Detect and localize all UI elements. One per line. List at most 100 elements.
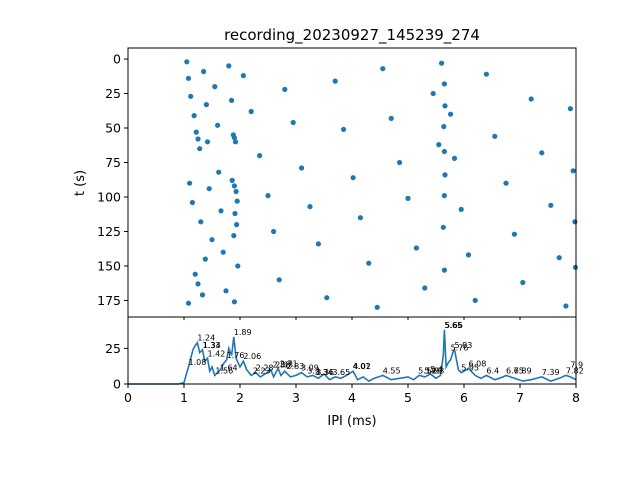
raster-y-tick-label: 150 — [97, 258, 121, 273]
raster-point — [556, 255, 562, 261]
peak-label: 3.09 — [301, 364, 319, 373]
raster-point — [299, 165, 305, 171]
peak-label: 4.01 — [353, 362, 371, 371]
raster-point — [234, 222, 240, 228]
histogram-y-tick-label: 0 — [113, 377, 121, 392]
peak-label: 1.64 — [220, 364, 238, 373]
raster-point — [567, 106, 574, 112]
raster-point — [441, 267, 447, 273]
raster-point — [441, 193, 447, 199]
raster-point — [233, 188, 239, 195]
peak-label: 5.29 — [424, 366, 442, 375]
raster-point — [188, 93, 194, 99]
raster-y-tick-label: 100 — [97, 189, 121, 204]
peak-label: 5.4 — [430, 365, 443, 374]
raster-point — [439, 60, 445, 66]
raster-point — [492, 133, 498, 139]
raster-point — [209, 237, 215, 243]
histogram-x-tick-label: 7 — [516, 390, 524, 405]
raster-point — [472, 297, 478, 303]
raster-point — [451, 155, 458, 161]
raster-point — [324, 295, 330, 301]
peak-label: 3.2 — [307, 366, 320, 375]
raster-point — [448, 111, 454, 117]
peak-label: 2.63 — [275, 361, 293, 370]
peak-label: 4.55 — [383, 366, 401, 375]
peak-label: 2.71 — [280, 359, 298, 368]
peak-label: 6.89 — [514, 366, 532, 375]
raster-y-tick-label: 75 — [105, 155, 121, 170]
peak-label: 2.06 — [243, 352, 261, 361]
peak-label: 6.08 — [469, 359, 487, 368]
raster-panel: 0 25 50 75 100 125 150 175 — [97, 47, 579, 320]
histogram-x-tick-label: 6 — [460, 390, 468, 405]
raster-point — [235, 263, 241, 269]
raster-point — [216, 169, 222, 175]
peak-label: 6.75 — [506, 366, 524, 375]
raster-point — [201, 68, 207, 75]
histogram-panel: 1.08 1.241.331.341.42 1.561.64 1.76 1.89 2.06… — [105, 316, 584, 405]
raster-point — [548, 202, 554, 208]
peak-label: 7.39 — [542, 368, 560, 377]
raster-point — [397, 159, 403, 166]
raster-point — [572, 264, 579, 270]
raster-point — [307, 204, 313, 210]
peak-label: 1.33 — [203, 341, 221, 350]
raster-point — [198, 219, 204, 225]
peak-label: 5.66 — [445, 321, 463, 330]
peak-label: 5.76 — [451, 344, 469, 353]
peak-label: 5.18 — [418, 366, 436, 375]
peak-label: 3.36 — [316, 368, 334, 377]
raster-point — [204, 139, 211, 145]
raster-y-tick-label: 125 — [97, 224, 121, 239]
histogram-x-tick-label: 3 — [292, 390, 300, 405]
peak-label: 2.23 — [253, 366, 271, 375]
raster-point — [199, 292, 206, 298]
raster-point — [405, 195, 411, 201]
raster-point — [422, 285, 428, 291]
raster-y-tick-label: 25 — [105, 86, 121, 101]
raster-point — [290, 119, 296, 126]
raster-point — [226, 63, 232, 69]
histogram-x-tick-label: 5 — [404, 390, 412, 405]
raster-point — [203, 102, 209, 108]
raster-point — [232, 139, 239, 145]
peak-label: 1.34 — [203, 341, 221, 350]
raster-point — [271, 228, 277, 235]
raster-point — [442, 172, 448, 178]
peak-label: 3.65 — [332, 368, 350, 377]
peak-label: 5.95 — [461, 364, 479, 373]
raster-point — [215, 122, 221, 128]
histogram-x-tick-label: 1 — [180, 390, 188, 405]
histogram-y-tick-label: 25 — [105, 341, 121, 356]
raster-point — [357, 215, 363, 221]
raster-point — [520, 279, 526, 286]
raster-point — [441, 81, 447, 87]
peak-label: 1.56 — [215, 366, 233, 375]
raster-point — [231, 233, 237, 239]
raster-point — [441, 148, 447, 155]
raster-point — [503, 180, 509, 186]
raster-point — [189, 199, 195, 206]
raster-point — [332, 78, 338, 84]
raster-point — [511, 231, 517, 237]
raster-point — [570, 168, 576, 174]
raster-point — [380, 66, 386, 72]
peak-label: 2.83 — [287, 362, 305, 371]
raster-point — [185, 75, 192, 81]
raster-point — [206, 186, 212, 192]
raster-point — [185, 300, 192, 306]
peak-label: 6.4 — [486, 366, 499, 375]
histogram-line — [128, 329, 577, 385]
raster-point — [440, 224, 446, 230]
histogram-x-tick-label: 0 — [124, 390, 132, 405]
raster-y-axis-label: t (s) — [73, 170, 88, 196]
raster-point — [234, 198, 240, 204]
peak-label: 7.82 — [566, 366, 584, 375]
raster-point — [374, 304, 380, 310]
raster-point — [282, 86, 288, 92]
raster-point — [265, 193, 271, 199]
peak-label: 4.02 — [353, 362, 371, 371]
peak-label: 7.9 — [570, 361, 583, 370]
